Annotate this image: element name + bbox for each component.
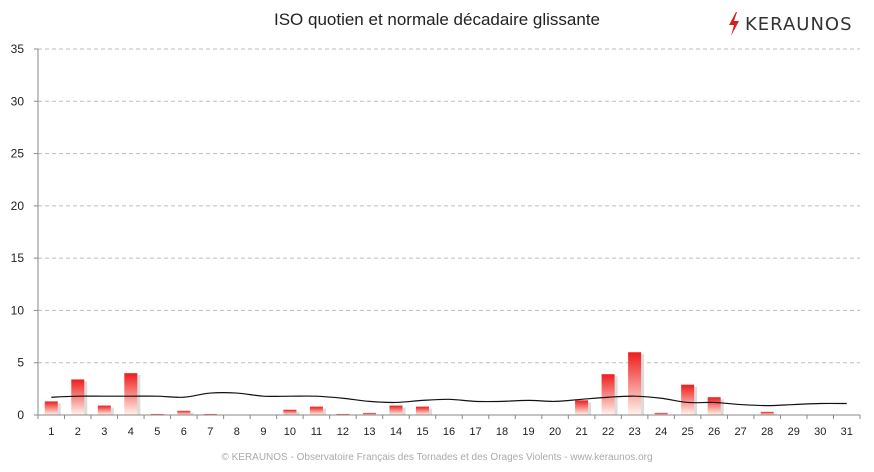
x-tick-label: 25 (682, 426, 694, 438)
x-tick-label: 27 (735, 426, 747, 438)
y-tick-label: 35 (11, 42, 25, 56)
bar (389, 405, 403, 415)
bar (575, 400, 589, 415)
bar (71, 379, 85, 415)
x-tick-label: 29 (788, 426, 800, 438)
x-tick-label: 22 (602, 426, 614, 438)
bar (283, 409, 297, 415)
y-tick-label: 30 (11, 94, 25, 108)
x-tick-label: 13 (363, 426, 375, 438)
x-tick-label: 7 (207, 426, 213, 438)
bar (44, 401, 58, 415)
x-tick-label: 16 (443, 426, 455, 438)
x-tick-label: 20 (549, 426, 561, 438)
bar (415, 406, 429, 415)
y-tick-label: 25 (11, 147, 25, 161)
bar (203, 413, 217, 415)
bar (707, 397, 721, 415)
x-tick-label: 26 (708, 426, 720, 438)
bar (654, 412, 668, 415)
x-tick-label: 6 (181, 426, 187, 438)
y-tick-label: 0 (17, 408, 24, 422)
bar (150, 413, 164, 415)
x-tick-label: 30 (814, 426, 826, 438)
x-tick-label: 18 (496, 426, 508, 438)
bar (628, 352, 642, 415)
chart-title: ISO quotien et normale décadaire glissan… (273, 10, 601, 29)
x-tick-label: 24 (655, 426, 667, 438)
x-tick-label: 17 (469, 426, 481, 438)
x-tick-label: 8 (234, 426, 240, 438)
keraunos-logo: KERAUNOS (727, 12, 853, 36)
bar (362, 412, 376, 415)
x-tick-label: 28 (761, 426, 773, 438)
bar (97, 405, 111, 415)
y-tick-label: 10 (11, 303, 25, 317)
x-tick-label: 23 (628, 426, 640, 438)
y-tick-label: 20 (11, 199, 25, 213)
x-tick-label: 19 (522, 426, 534, 438)
x-tick-label: 4 (128, 426, 134, 438)
x-tick-label: 15 (416, 426, 428, 438)
x-tick-label: 14 (390, 426, 402, 438)
x-tick-label: 5 (154, 426, 160, 438)
x-tick-label: 12 (337, 426, 349, 438)
bar (124, 373, 138, 415)
logo-text: KERAUNOS (745, 13, 853, 35)
lightning-bolt-icon (729, 12, 739, 36)
y-tick-label: 5 (17, 356, 24, 370)
bar (336, 413, 350, 415)
bar (601, 374, 615, 415)
x-tick-label: 1 (48, 426, 54, 438)
bar (760, 411, 774, 415)
bar (681, 384, 695, 415)
x-tick-label: 11 (311, 426, 322, 438)
y-tick-label: 15 (11, 251, 25, 265)
x-tick-label: 3 (101, 426, 107, 438)
series-line (51, 391, 847, 407)
x-tick-label: 31 (841, 426, 853, 438)
x-tick-label: 9 (260, 426, 266, 438)
footer-credit: © KERAUNOS - Observatoire Français des T… (221, 452, 653, 463)
bar (177, 410, 191, 415)
x-tick-label: 10 (284, 426, 296, 438)
x-tick-label: 21 (575, 426, 587, 438)
bar (309, 406, 323, 415)
x-tick-label: 2 (75, 426, 81, 438)
